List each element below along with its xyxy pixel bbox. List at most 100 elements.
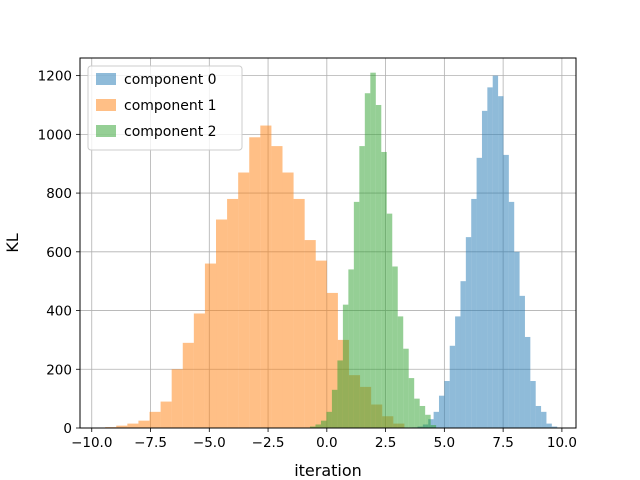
series-0-bar — [498, 96, 504, 428]
series-2-bar — [403, 348, 409, 428]
y-tick-label: 400 — [46, 304, 72, 320]
plot-frame — [79, 57, 577, 429]
series-1-bar — [182, 342, 194, 428]
legend-swatch — [96, 99, 116, 111]
x-tick-label: 7.5 — [492, 435, 513, 451]
legend-box — [87, 65, 243, 151]
series-2-bar — [386, 213, 393, 428]
series-0-bar — [546, 423, 552, 428]
series-1-bar — [315, 260, 327, 428]
series-2-bar — [326, 411, 332, 428]
series-2-bar — [392, 266, 398, 428]
series-0-bar — [535, 405, 542, 428]
series-2-bar — [430, 425, 437, 428]
series-2-bar — [353, 201, 360, 428]
series-1-bar — [282, 172, 294, 428]
x-tick-label: 10.0 — [547, 435, 577, 451]
series-2-bar — [408, 378, 415, 428]
series-2-bar — [381, 151, 387, 428]
series-2-bar — [337, 360, 343, 428]
series-2-bar — [342, 304, 349, 428]
series-0-bar — [465, 237, 472, 428]
series-1-bar — [149, 411, 161, 428]
series-0-bar — [449, 345, 456, 428]
x-tick-label: −10.0 — [71, 435, 112, 451]
series-0-bar — [503, 154, 509, 428]
series-0-bar — [514, 251, 520, 428]
series-0-bar — [476, 157, 482, 429]
series-2-bar — [375, 104, 382, 428]
series-0-bar — [530, 381, 536, 428]
series-2-bar — [348, 269, 354, 428]
series-2-bar — [364, 93, 371, 428]
y-axis-label: KL — [3, 233, 22, 252]
x-tick-label: −5.0 — [193, 435, 226, 451]
series-1-bar — [260, 125, 272, 429]
series-1-bar — [227, 198, 239, 428]
legend-label: component 1 — [124, 98, 217, 114]
series-1-bar — [326, 292, 338, 428]
series-2-bar — [419, 405, 426, 428]
series-2-bar — [397, 316, 404, 428]
y-axis-ticks: 0 200 400 600 800 1000 1200 — [38, 69, 80, 437]
series-1-bar — [271, 146, 283, 428]
series-1-bar — [160, 401, 172, 428]
series-2-bar — [370, 72, 376, 428]
series-0-bar — [460, 281, 466, 428]
y-tick-label: 200 — [46, 362, 72, 378]
x-tick-label: 0.0 — [316, 435, 337, 451]
series-2-bar — [331, 389, 338, 428]
series-1-bar — [193, 313, 205, 428]
series-0-bar — [481, 110, 488, 428]
series-2-bar — [320, 420, 327, 428]
legend-label: component 2 — [124, 124, 217, 140]
series-0-bar — [438, 395, 445, 428]
series-0-bar — [444, 381, 450, 428]
y-tick-label: 1200 — [38, 69, 72, 85]
series-0-bars — [406, 75, 558, 429]
legend-swatch — [96, 73, 116, 85]
x-tick-label: −7.5 — [134, 435, 167, 451]
y-tick-label: 600 — [46, 245, 72, 261]
series-0-bar — [551, 426, 558, 428]
series-2-bar — [414, 398, 420, 428]
x-tick-label: 2.5 — [375, 435, 396, 451]
x-axis-label: iteration — [294, 461, 362, 480]
series-1-bar — [293, 198, 305, 428]
series-0-bar — [471, 198, 477, 428]
series-0-bar — [487, 87, 493, 428]
series-0-bar — [433, 411, 439, 428]
series-1-bar — [127, 423, 139, 428]
series-0-bar — [508, 201, 515, 428]
series-1-bar — [138, 420, 150, 428]
series-1-bar — [116, 425, 128, 428]
series-0-bar — [541, 411, 547, 428]
y-tick-label: 1000 — [38, 127, 72, 143]
series-2-bar — [425, 414, 431, 428]
x-tick-label: 5.0 — [434, 435, 455, 451]
series-1-bars — [94, 125, 405, 429]
series-1-bar — [304, 240, 316, 428]
series-0-bar — [492, 75, 499, 428]
y-tick-label: 0 — [63, 421, 72, 437]
bars-group — [94, 72, 558, 429]
legend-swatch — [96, 125, 116, 137]
series-2-bars — [304, 72, 437, 428]
series-0-bar — [519, 295, 525, 428]
series-0-bar — [455, 316, 461, 428]
series-2-bar — [309, 426, 316, 428]
series-2-bar — [359, 146, 365, 428]
series-0-bar — [428, 419, 434, 428]
series-1-bar — [171, 369, 183, 428]
x-axis-ticks: −10.0 −7.5 −5.0 −2.5 0.0 2.5 5.0 7.5 10.0 — [71, 428, 577, 451]
series-1-bar — [216, 219, 228, 428]
series-1-bar — [249, 137, 261, 429]
series-1-bar — [204, 263, 217, 428]
x-tick-label: −2.5 — [252, 435, 285, 451]
legend: component 0 component 1 component 2 — [87, 65, 243, 151]
series-2-bar — [315, 424, 321, 428]
series-1-bar — [238, 172, 250, 428]
series-0-bar — [524, 336, 531, 428]
legend-label: component 0 — [124, 72, 217, 88]
